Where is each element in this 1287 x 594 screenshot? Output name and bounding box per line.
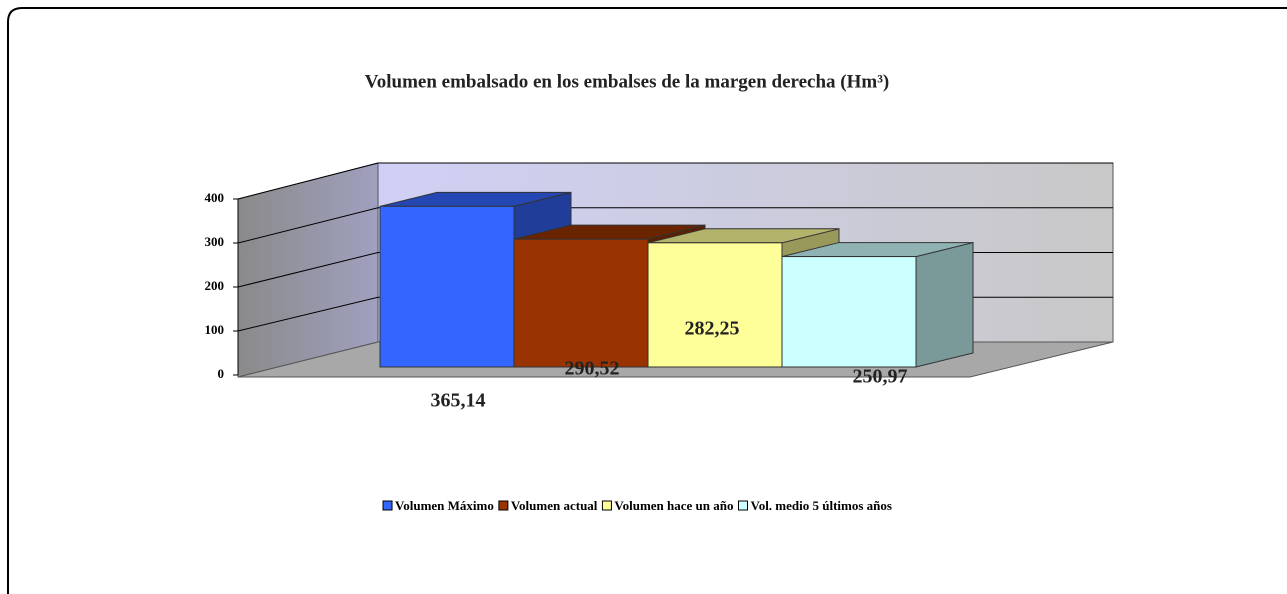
frame <box>7 7 1287 594</box>
bar <box>647 242 783 368</box>
value-label: 290,52 <box>565 358 620 380</box>
value-label: 250,97 <box>853 366 908 388</box>
legend-swatch <box>382 500 393 511</box>
legend-swatch <box>498 500 509 511</box>
grid-line <box>237 207 1113 244</box>
y-tick-label: 0 <box>218 366 225 381</box>
grid-line <box>237 162 1113 200</box>
bar <box>379 205 515 368</box>
chart-title: Volumen embalsado en los embalses de la … <box>365 71 890 92</box>
bar-side <box>915 241 974 368</box>
y-tick-label: 200 <box>205 278 225 293</box>
y-tick-label: 300 <box>205 234 225 249</box>
y-tick-label: 100 <box>205 322 225 337</box>
bar <box>781 256 917 368</box>
value-label: 365,14 <box>431 390 486 412</box>
value-label: 282,25 <box>685 318 740 340</box>
bar <box>513 238 649 368</box>
legend-swatch <box>738 500 748 511</box>
legend-label: Volumen Máximo <box>395 498 494 513</box>
legend-label: Volumen hace un año <box>614 498 733 513</box>
legend: Volumen Máximo Volumen actual Volumen hace… <box>382 498 892 513</box>
legend-swatch <box>601 500 612 511</box>
legend-label: Volumen actual <box>511 498 598 513</box>
y-tick-label: 400 <box>205 190 225 205</box>
legend-label: Vol. medio 5 últimos años <box>751 498 892 513</box>
